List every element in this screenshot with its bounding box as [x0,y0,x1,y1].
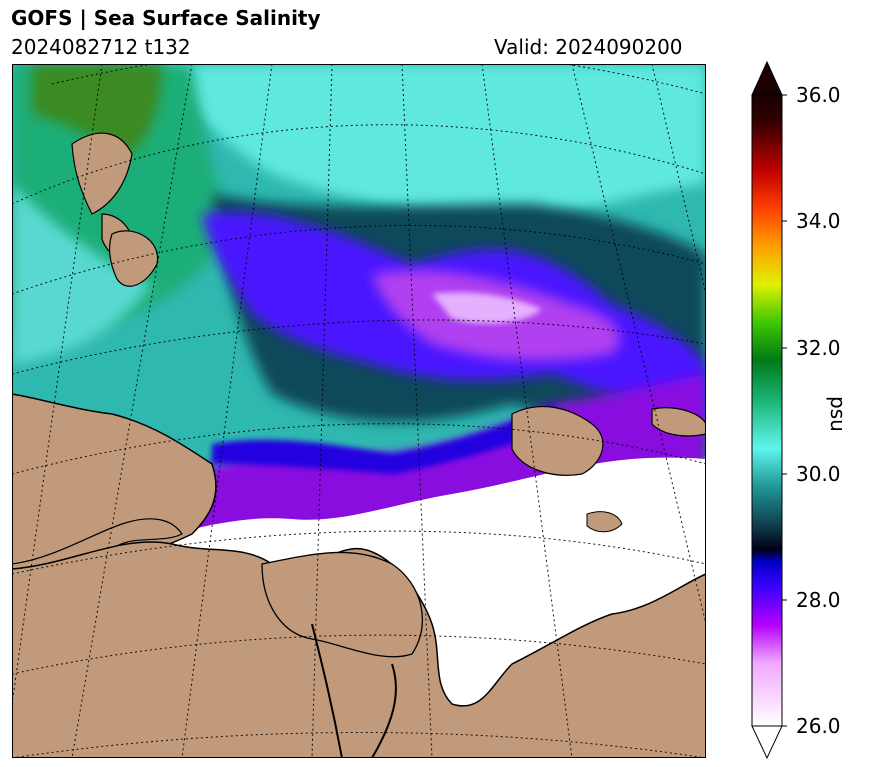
cyan-water-north [162,64,706,224]
colorbar-tick-label: 26.0 [796,714,841,738]
olive-water-northwest [32,64,162,154]
colorbar-body [751,94,783,727]
land-island-small-east [586,511,623,533]
colorbar-ticks [782,94,787,727]
salinity-map [12,64,706,758]
cyan-water-west [12,184,152,364]
colorbar-extend-max [751,60,783,96]
colorbar-tick-label: 32.0 [796,336,841,360]
valid-time-label: Valid: 2024090200 [494,35,683,59]
colorbar-extend-min [751,725,783,760]
land-taymyr [261,551,424,658]
colorbar-unit-label: psu [826,396,850,432]
land-new-siberian-islands [511,406,604,476]
colorbar-tick-label: 28.0 [796,588,841,612]
river-2 [371,663,397,758]
graticule [12,64,706,758]
run-time-label: 2024082712 t132 [11,35,191,59]
colorbar-tick-label: 36.0 [796,83,841,107]
pink-core [432,292,542,324]
land-north-islands [71,132,133,215]
map-title: GOFS | Sea Surface Salinity [11,6,321,30]
river-1 [311,623,343,758]
blue-ribbon [212,404,572,474]
colorbar-tick-label: 30.0 [796,462,841,486]
salinity-colorbar [751,60,787,760]
colorbar-tick-label: 34.0 [796,209,841,233]
